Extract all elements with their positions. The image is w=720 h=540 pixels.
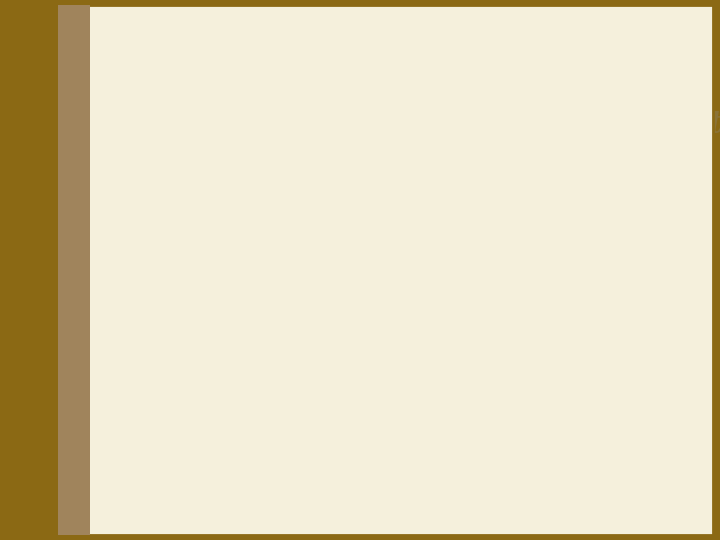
Text: No incubation time required.: No incubation time required. xyxy=(169,374,389,389)
Text: 4: 4 xyxy=(133,208,145,225)
Circle shape xyxy=(76,514,89,523)
Text: Cannot distinguish between live and dead bacteria.: Cannot distinguish between live and dead… xyxy=(169,438,564,454)
Circle shape xyxy=(68,76,97,97)
Circle shape xyxy=(68,292,97,313)
Text: As bacteria multiply in media, it becomes turbid.: As bacteria multiply in media, it become… xyxy=(169,208,544,223)
Circle shape xyxy=(64,180,102,208)
Circle shape xyxy=(64,504,102,532)
Circle shape xyxy=(64,234,102,262)
Text: Requires a high concentration of bacteria (10 to 100 million
cells/ml).: Requires a high concentration of bacteri… xyxy=(169,482,626,514)
Text: 4: 4 xyxy=(133,251,145,268)
Text: Use a spectrophotometer to determine % transmission or
absorbance.: Use a spectrophotometer to determine % t… xyxy=(169,251,611,284)
Circle shape xyxy=(76,82,89,91)
Text: 1. Turbidity:: 1. Turbidity: xyxy=(130,170,263,189)
Circle shape xyxy=(64,126,102,154)
Circle shape xyxy=(64,288,102,316)
Circle shape xyxy=(64,342,102,370)
Circle shape xyxy=(68,508,97,529)
Circle shape xyxy=(68,346,97,367)
Text: •: • xyxy=(148,482,158,500)
Text: Advantages:: Advantages: xyxy=(126,341,243,359)
Text: Disadvantages:: Disadvantages: xyxy=(126,406,271,424)
Circle shape xyxy=(68,184,97,205)
Circle shape xyxy=(68,22,97,43)
Circle shape xyxy=(64,18,102,46)
Circle shape xyxy=(68,238,97,259)
Circle shape xyxy=(76,190,89,199)
Circle shape xyxy=(76,244,89,253)
Circle shape xyxy=(68,400,97,421)
Circle shape xyxy=(76,406,89,415)
Circle shape xyxy=(64,396,102,424)
Circle shape xyxy=(64,72,102,100)
Circle shape xyxy=(76,460,89,469)
Text: 4: 4 xyxy=(133,300,145,316)
Circle shape xyxy=(76,298,89,307)
Circle shape xyxy=(68,130,97,151)
Circle shape xyxy=(64,450,102,478)
Text: Multiply by a factor to determine concentration.: Multiply by a factor to determine concen… xyxy=(169,300,542,315)
Circle shape xyxy=(76,136,89,145)
Circle shape xyxy=(76,28,89,37)
Text: •: • xyxy=(148,374,158,391)
Circle shape xyxy=(68,454,97,475)
Text: •: • xyxy=(148,438,158,456)
Text: Indirect Methods of Measurement: Indirect Methods of Measurement xyxy=(137,108,720,139)
Circle shape xyxy=(76,352,89,361)
Text: Measuring Microbial Growth: Measuring Microbial Growth xyxy=(137,49,631,79)
